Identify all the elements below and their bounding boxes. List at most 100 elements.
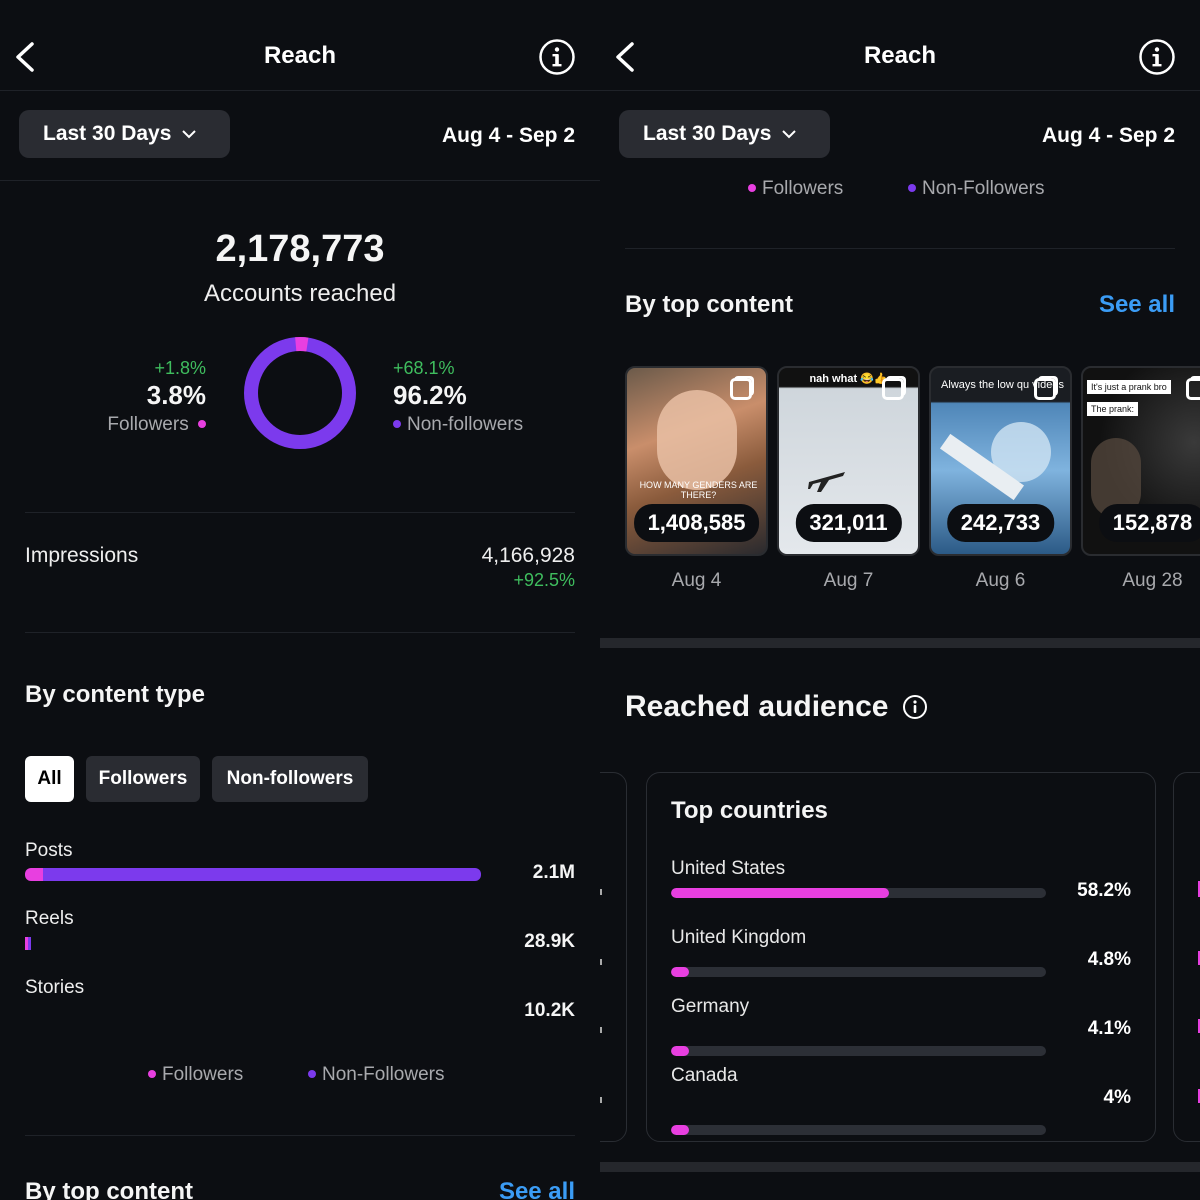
chip-non-followers[interactable]: Non-followers [212,756,368,802]
followers-arc [244,337,356,449]
card-peek-mark [600,1097,602,1103]
legend-non-followers: Non-Followers [308,1064,444,1086]
info-icon[interactable] [902,694,928,720]
section-separator [600,638,1200,648]
reached-audience-title: Reached audience [625,690,889,723]
posts-bar [25,868,481,881]
country-bar-fill [671,1125,689,1135]
card-peek-mark [1198,1019,1200,1033]
thumb-date: Aug 4 [671,570,722,591]
chevron-down-icon [182,130,197,139]
reach-donut-chart [244,337,356,449]
section-separator [600,1162,1200,1172]
date-filter-label: Last 30 Days [643,122,772,145]
content-row-value: 10.2K [524,1000,575,1021]
date-filter-dropdown[interactable]: Last 30 Days [619,110,830,158]
thumb-date: Aug 7 [823,570,874,591]
content-row-label: Reels [25,908,74,929]
legend-followers: Followers [748,178,843,200]
previous-audience-card[interactable] [600,772,627,1142]
country-percent: 4.8% [1087,949,1131,970]
followers-dot [148,1069,156,1078]
non-followers-legend: Non-followers [393,414,593,436]
non-followers-dot [393,419,401,428]
thumb-caption: Always the low qu videos [941,379,1064,391]
country-percent: 58.2% [1077,880,1131,901]
right-panel: Reach Last 30 Days Aug 4 - Sep 2 Followe… [600,0,1200,1200]
content-type-title: By content type [25,681,206,708]
card-peek-mark [1198,951,1200,965]
card-peek-mark [600,1027,602,1033]
top-countries-title: Top countries [671,797,828,824]
country-bar-fill [671,888,889,898]
followers-percent: 3.8% [146,380,206,410]
chip-all[interactable]: All [25,756,74,802]
section-divider [625,248,1175,249]
card-peek-mark [1198,1089,1200,1103]
accounts-reached-total: 2,178,773 [215,228,385,270]
thumb-caption-secondary: The prank: [1087,402,1139,416]
country-bar-fill [671,967,689,977]
country-bar [671,888,1046,898]
thumb-reach-count: 242,733 [946,504,1055,542]
thumb-date: Aug 28 [1122,570,1183,591]
country-percent: 4% [1103,1087,1131,1108]
thumb-caption: It's just a prank bro [1087,380,1171,394]
info-icon[interactable] [1138,38,1176,76]
top-content-item[interactable]: nah what 😂👍 321,011 [777,366,920,556]
non-followers-segment [28,937,31,950]
see-all-link[interactable]: See all [1098,291,1175,318]
card-peek-mark [600,959,602,965]
top-content-item[interactable]: Always the low qu videos 242,733 [929,366,1072,556]
impressions-change: +92.5% [513,570,575,590]
thumb-reach-count: 1,408,585 [633,504,760,542]
thumb-reach-count: 321,011 [795,504,902,542]
chevron-down-icon [782,130,797,139]
back-arrow-icon[interactable] [612,40,642,74]
date-range: Aug 4 - Sep 2 [441,124,575,147]
back-arrow-icon[interactable] [12,40,42,74]
multi-select-icon [882,378,904,400]
reels-bar [25,937,31,950]
content-row-value: 28.9K [524,931,575,952]
country-name: Canada [671,1065,738,1086]
top-content-item[interactable]: It's just a prank bro The prank: 152,878 [1081,366,1200,556]
followers-dot [198,419,206,428]
page-title: Reach [863,42,937,69]
country-name: United States [671,858,786,879]
card-peek-mark [600,889,602,895]
multi-select-icon [1034,378,1056,400]
date-filter-dropdown[interactable]: Last 30 Days [19,110,230,158]
content-row-label: Posts [25,840,73,861]
chip-followers[interactable]: Followers [86,756,200,802]
followers-segment [25,868,43,881]
content-row-label: Stories [25,977,85,998]
top-countries-card: Top countries United States 58.2% United… [646,772,1156,1142]
non-followers-stat: +68.1% 96.2% Non-followers [393,358,593,436]
multi-select-icon [730,378,752,400]
non-followers-segment [43,868,481,881]
followers-change: +1.8% [154,358,206,378]
impressions-label: Impressions [25,544,139,567]
header-divider [0,90,600,91]
date-filter-label: Last 30 Days [43,122,172,145]
impressions-value: 4,166,928 [481,544,575,567]
airplane-icon [808,472,845,492]
info-icon[interactable] [538,38,576,76]
card-peek-mark [1198,881,1200,897]
left-panel: Reach Last 30 Days Aug 4 - Sep 2 2,178,7… [0,38,600,1200]
country-bar-fill [671,1046,689,1056]
country-bar [671,1046,1046,1056]
thumb-reach-count: 152,878 [1098,504,1200,542]
top-content-item[interactable]: HOW MANY GENDERS ARE THERE? 1,408,585 [625,366,768,556]
country-bar [671,967,1046,977]
followers-stat: +1.8% 3.8% Followers [60,358,206,436]
see-all-link[interactable]: See all [498,1178,575,1200]
top-content-title-peek: By top content [25,1178,193,1200]
thumb-caption: HOW MANY GENDERS ARE THERE? [639,480,758,500]
non-followers-dot [308,1069,316,1078]
next-audience-card[interactable] [1173,772,1200,1142]
top-content-title: By top content [625,291,793,318]
section-divider [25,1135,575,1136]
section-divider [25,632,575,633]
